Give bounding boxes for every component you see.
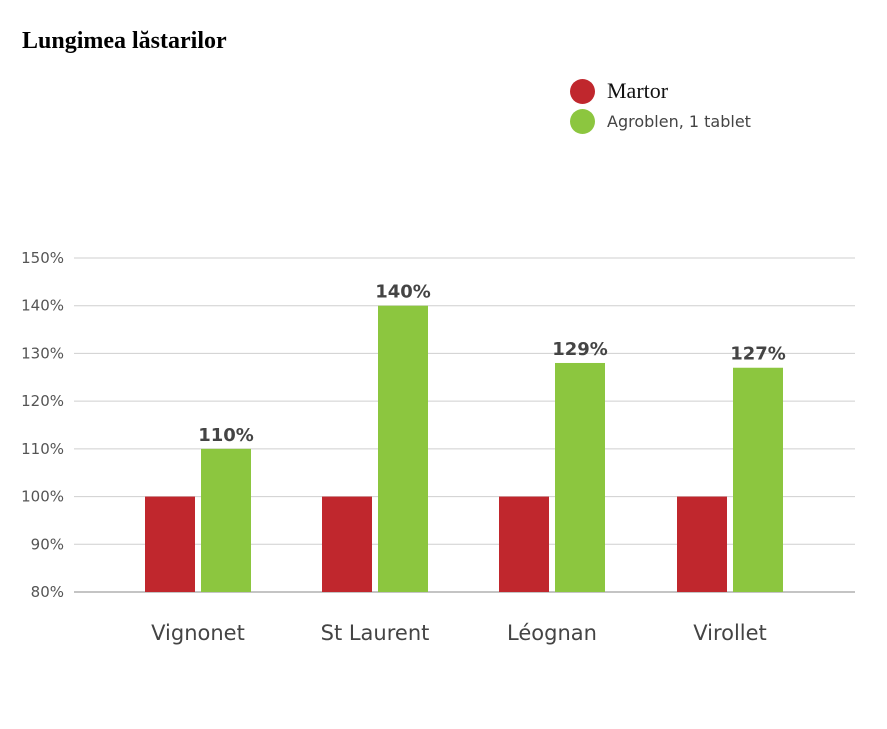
- y-tick-label: 110%: [21, 440, 64, 458]
- y-tick-label: 140%: [21, 297, 64, 315]
- legend-item-martor: Martor: [570, 76, 751, 106]
- y-tick-label: 150%: [21, 249, 64, 267]
- y-tick-label: 120%: [21, 392, 64, 410]
- x-tick-label: St Laurent: [321, 621, 430, 645]
- y-tick-label: 80%: [31, 583, 64, 601]
- legend-swatch-martor: [570, 78, 595, 104]
- x-tick-label: Léognan: [507, 621, 597, 645]
- data-label: 127%: [730, 344, 786, 365]
- legend-item-agroblen: Agroblen, 1 tablet: [570, 106, 751, 136]
- y-tick-label: 130%: [21, 344, 64, 362]
- x-tick-label: Virollet: [693, 621, 767, 645]
- legend-swatch-agroblen: [570, 108, 595, 134]
- bar-martor: [145, 496, 195, 592]
- bar-agroblen: [201, 448, 251, 592]
- bar-martor: [322, 496, 372, 592]
- bar-martor: [677, 496, 727, 592]
- bar-agroblen: [378, 305, 428, 592]
- y-tick-label: 100%: [21, 488, 64, 506]
- legend-label-agroblen: Agroblen, 1 tablet: [607, 111, 751, 131]
- legend: Martor Agroblen, 1 tablet: [570, 76, 751, 136]
- data-label: 140%: [375, 282, 431, 303]
- y-tick-label: 90%: [31, 535, 64, 553]
- data-label: 110%: [198, 425, 254, 446]
- bar-agroblen: [733, 367, 783, 592]
- x-tick-label: Vignonet: [151, 621, 245, 645]
- bar-martor: [499, 496, 549, 592]
- bar-agroblen: [555, 362, 605, 592]
- data-label: 129%: [552, 339, 608, 360]
- legend-label-martor: Martor: [607, 78, 669, 103]
- chart-title: Lungimea lăstarilor: [22, 28, 227, 54]
